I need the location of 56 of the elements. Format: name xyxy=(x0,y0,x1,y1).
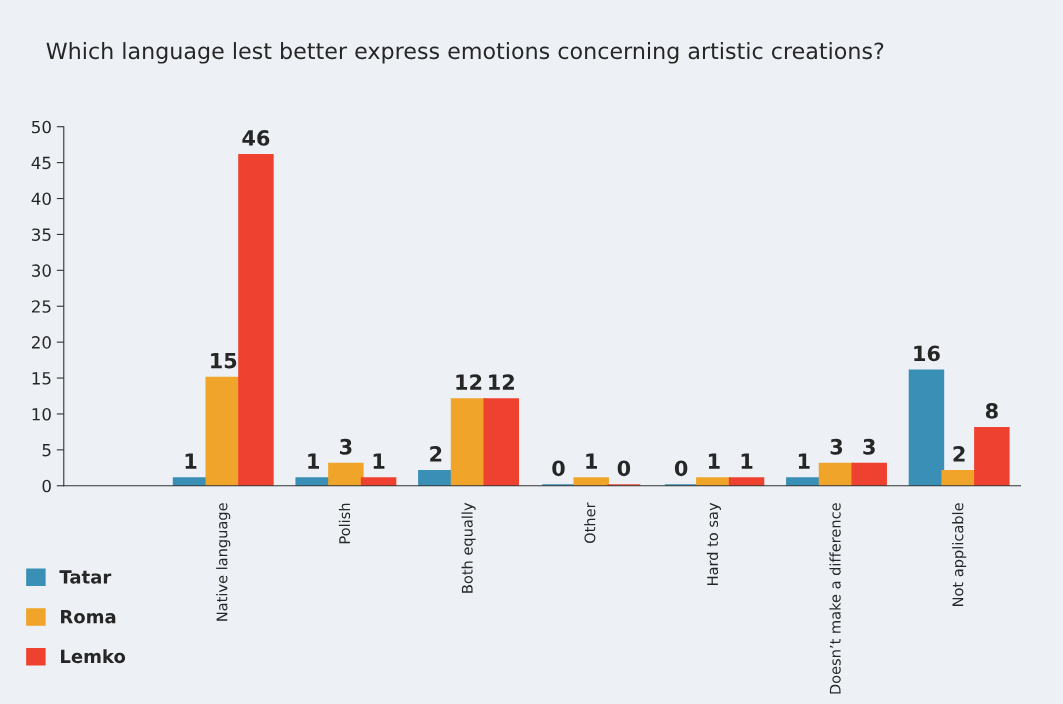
bar xyxy=(908,369,945,486)
legend-label: Lemko xyxy=(61,649,126,664)
data-label: 1 xyxy=(708,453,720,469)
data-label: 1 xyxy=(308,453,319,469)
bar xyxy=(851,462,887,486)
y-tick-label: 45 xyxy=(31,156,51,170)
y-tick-label: 35 xyxy=(32,228,51,241)
data-label: 3 xyxy=(863,438,875,455)
bar xyxy=(450,398,487,486)
y-tick-label: 15 xyxy=(32,372,51,385)
y-tick-label: 20 xyxy=(31,336,51,349)
bar xyxy=(974,426,1010,486)
bar xyxy=(205,376,241,486)
bar xyxy=(573,477,609,486)
bar xyxy=(238,154,274,486)
data-label: 1 xyxy=(741,453,753,469)
data-label: 0 xyxy=(552,460,565,477)
x-tick-label: Other xyxy=(584,502,596,544)
x-tick-label: Native language xyxy=(216,503,231,621)
data-label: 8 xyxy=(985,402,998,419)
y-tick-label: 50 xyxy=(32,120,51,134)
data-label: 3 xyxy=(340,438,352,455)
y-tick-label: 0 xyxy=(42,479,51,493)
legend-label: Tatar xyxy=(59,570,112,584)
x-tick-label: Hard to say xyxy=(706,502,721,585)
data-label: 0 xyxy=(617,460,631,477)
data-label: 16 xyxy=(914,345,940,362)
x-tick-label: Both equally xyxy=(461,502,476,593)
x-tick-label: Doesn’t make a difference xyxy=(829,503,841,694)
data-label: 12 xyxy=(456,374,482,390)
x-tick-label: Polish xyxy=(338,503,351,544)
data-label: 1 xyxy=(185,453,197,469)
data-label: 1 xyxy=(798,453,810,469)
y-tick-label: 5 xyxy=(42,444,51,457)
y-tick-label: 10 xyxy=(32,407,51,421)
bar xyxy=(360,477,397,486)
data-label: 0 xyxy=(674,460,688,477)
data-label: 2 xyxy=(953,446,965,462)
bar xyxy=(941,470,977,486)
y-tick-label: 40 xyxy=(31,192,51,206)
bar xyxy=(418,470,454,486)
y-tick-label: 30 xyxy=(32,264,51,277)
x-tick-label: Not applicable xyxy=(952,503,967,606)
data-label: 3 xyxy=(830,438,843,455)
data-label: 1 xyxy=(586,453,598,469)
bar xyxy=(728,477,765,486)
data-label: 12 xyxy=(489,374,514,390)
bar xyxy=(483,398,519,486)
data-label: 2 xyxy=(430,446,442,462)
y-tick-label: 25 xyxy=(31,300,51,313)
data-label: 1 xyxy=(373,453,385,469)
data-label: 15 xyxy=(211,352,237,369)
data-label: 46 xyxy=(242,130,270,146)
chart-title: Which language lest better express emotions concerning artistic creations? xyxy=(46,42,884,64)
bar xyxy=(328,462,364,486)
legend-label: Roma xyxy=(61,610,116,624)
